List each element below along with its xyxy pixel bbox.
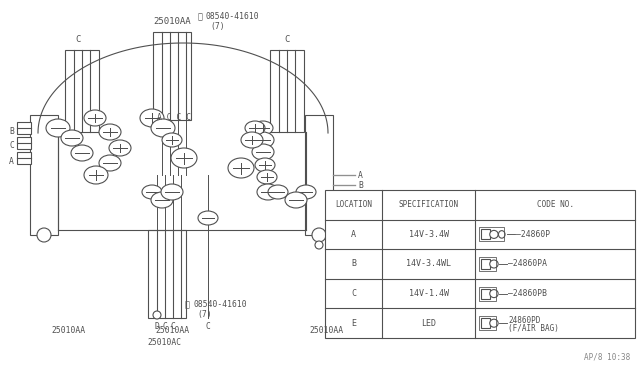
Ellipse shape bbox=[71, 145, 93, 161]
Text: C: C bbox=[284, 35, 290, 44]
Ellipse shape bbox=[257, 170, 277, 184]
Circle shape bbox=[37, 228, 51, 242]
Text: (7): (7) bbox=[210, 22, 225, 31]
Text: Ⓢ: Ⓢ bbox=[198, 12, 203, 21]
Bar bbox=[148, 230, 186, 318]
Circle shape bbox=[315, 241, 323, 249]
Ellipse shape bbox=[499, 231, 505, 238]
Bar bbox=[17, 152, 31, 164]
Text: 14V-3.4WL: 14V-3.4WL bbox=[406, 260, 451, 269]
Bar bbox=[17, 122, 31, 134]
Text: 25010AC: 25010AC bbox=[148, 338, 182, 347]
Text: D: D bbox=[155, 322, 159, 331]
Text: Ⓢ: Ⓢ bbox=[185, 300, 190, 309]
Ellipse shape bbox=[151, 119, 175, 137]
Text: –24860PA: –24860PA bbox=[508, 260, 547, 269]
Text: LOCATION: LOCATION bbox=[335, 200, 372, 209]
Ellipse shape bbox=[255, 158, 275, 172]
Ellipse shape bbox=[296, 185, 316, 199]
Text: 25010AA: 25010AA bbox=[51, 326, 85, 335]
Text: 25010AA: 25010AA bbox=[153, 17, 191, 26]
Ellipse shape bbox=[490, 319, 498, 327]
Text: B: B bbox=[358, 182, 363, 190]
Ellipse shape bbox=[84, 110, 106, 126]
Text: C: C bbox=[76, 35, 81, 44]
Text: SPECIFICATION: SPECIFICATION bbox=[399, 200, 459, 209]
Ellipse shape bbox=[84, 166, 108, 184]
Bar bbox=[481, 230, 490, 240]
Bar bbox=[481, 318, 490, 328]
Text: LED: LED bbox=[421, 319, 436, 328]
Bar bbox=[481, 259, 490, 269]
Ellipse shape bbox=[285, 192, 307, 208]
Text: A: A bbox=[358, 170, 363, 180]
Text: 08540-41610: 08540-41610 bbox=[193, 300, 246, 309]
Ellipse shape bbox=[109, 140, 131, 156]
Circle shape bbox=[312, 228, 326, 242]
Circle shape bbox=[153, 311, 161, 319]
Bar bbox=[30, 115, 58, 235]
Text: B: B bbox=[9, 126, 14, 135]
Text: 14V-1.4W: 14V-1.4W bbox=[409, 289, 449, 298]
Text: 25010AA: 25010AA bbox=[310, 326, 344, 335]
Ellipse shape bbox=[268, 185, 288, 199]
Bar bbox=[325, 190, 635, 338]
Ellipse shape bbox=[490, 230, 498, 238]
Bar bbox=[479, 227, 504, 241]
Ellipse shape bbox=[46, 119, 70, 137]
Ellipse shape bbox=[171, 148, 197, 168]
Text: (F/AIR BAG): (F/AIR BAG) bbox=[508, 324, 559, 333]
Ellipse shape bbox=[151, 192, 173, 208]
Text: A C C C: A C C C bbox=[157, 113, 191, 122]
Text: CODE NO.: CODE NO. bbox=[537, 200, 573, 209]
Ellipse shape bbox=[490, 289, 498, 298]
Text: B: B bbox=[351, 260, 356, 269]
Bar bbox=[479, 316, 497, 330]
Bar bbox=[479, 257, 497, 271]
Ellipse shape bbox=[253, 121, 273, 135]
Bar bbox=[65, 50, 99, 132]
Text: C: C bbox=[351, 289, 356, 298]
Text: C: C bbox=[171, 322, 175, 331]
Ellipse shape bbox=[162, 133, 182, 147]
Text: C: C bbox=[205, 322, 211, 331]
Ellipse shape bbox=[228, 158, 254, 178]
Ellipse shape bbox=[490, 260, 498, 268]
Ellipse shape bbox=[252, 132, 274, 148]
Bar bbox=[479, 286, 497, 301]
Text: E: E bbox=[351, 319, 356, 328]
Ellipse shape bbox=[257, 184, 279, 200]
Ellipse shape bbox=[99, 124, 121, 140]
Text: C: C bbox=[9, 141, 14, 151]
Ellipse shape bbox=[161, 184, 183, 200]
Ellipse shape bbox=[241, 132, 263, 148]
Ellipse shape bbox=[252, 144, 274, 160]
Text: A: A bbox=[9, 157, 14, 166]
Bar bbox=[481, 289, 490, 299]
Text: 24860PD: 24860PD bbox=[508, 316, 541, 325]
Bar bbox=[270, 50, 304, 132]
Text: 14V-3.4W: 14V-3.4W bbox=[409, 230, 449, 239]
Text: (7): (7) bbox=[197, 310, 212, 319]
Ellipse shape bbox=[140, 109, 164, 127]
Ellipse shape bbox=[245, 121, 265, 135]
Text: 25010AA: 25010AA bbox=[155, 326, 189, 335]
Bar bbox=[305, 115, 333, 235]
Bar bbox=[153, 32, 191, 120]
Ellipse shape bbox=[99, 155, 121, 171]
Ellipse shape bbox=[198, 211, 218, 225]
Bar bbox=[17, 137, 31, 149]
Text: A: A bbox=[351, 230, 356, 239]
Ellipse shape bbox=[61, 130, 83, 146]
Text: 08540-41610: 08540-41610 bbox=[206, 12, 260, 21]
Text: –24860PB: –24860PB bbox=[508, 289, 547, 298]
Text: AP/8 10:38: AP/8 10:38 bbox=[584, 353, 630, 362]
Ellipse shape bbox=[142, 185, 162, 199]
Text: –24860P: –24860P bbox=[516, 230, 550, 239]
Text: C: C bbox=[163, 322, 168, 331]
